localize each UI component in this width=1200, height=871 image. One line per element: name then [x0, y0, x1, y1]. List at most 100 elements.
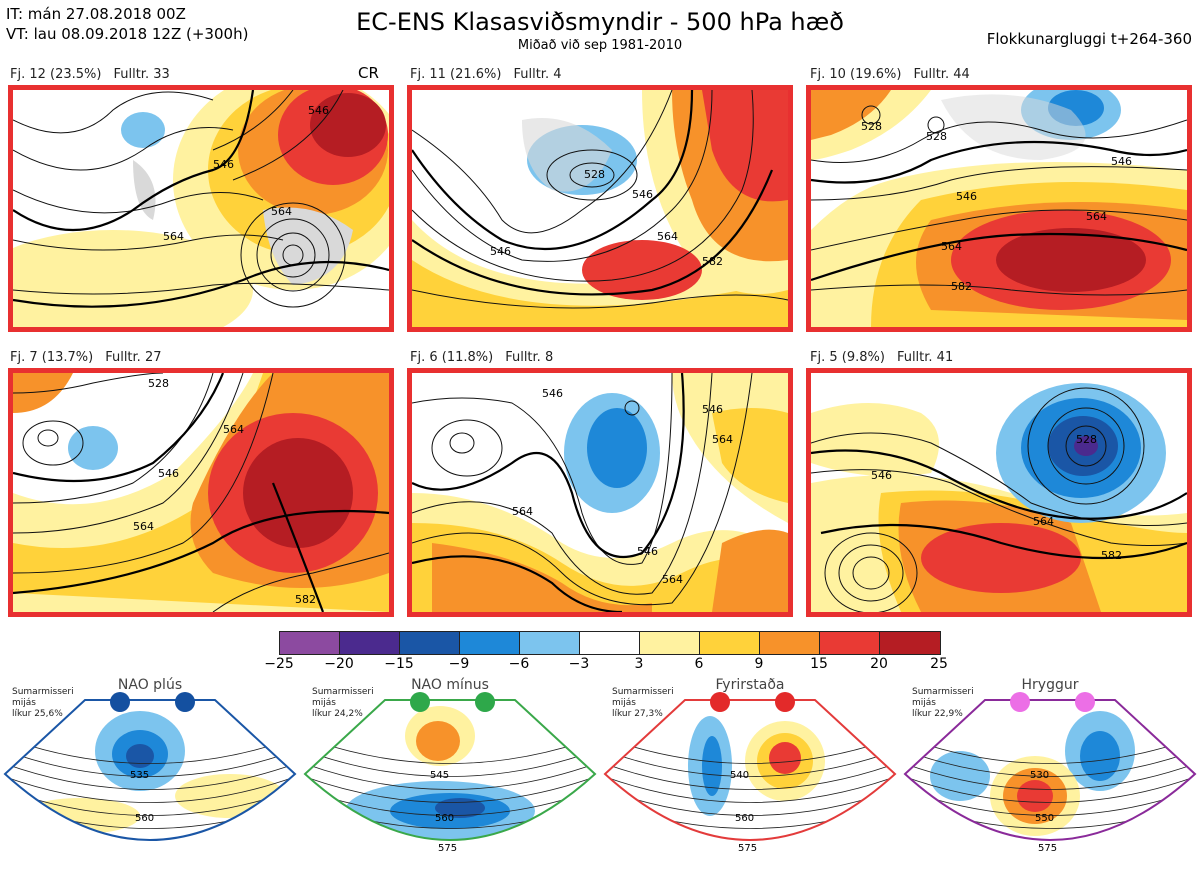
anomaly-map: 546 564 564 546: [13, 90, 389, 327]
regime-note: Sumarmisseri mijás líkur 22,9%: [912, 687, 974, 720]
contour-label: 546: [213, 158, 234, 171]
contour-label: 546: [158, 467, 179, 480]
regime-dot-icon: [475, 692, 495, 712]
page-title: EC-ENS Klasasviðsmyndir - 500 hPa hæð: [356, 8, 844, 36]
height-contour: [605, 774, 895, 803]
contour-label: 582: [1101, 549, 1122, 562]
colorbar-swatch: [760, 632, 820, 654]
contour-label: 564: [941, 240, 962, 253]
anomaly-map: 528 546 564 564 582: [13, 373, 389, 612]
cluster-label: Fj. 10 (19.6%): [810, 67, 902, 82]
height-contour: [5, 761, 295, 790]
colorbar-tick-label: 9: [754, 656, 764, 672]
anomaly-blob: [1017, 780, 1053, 812]
contour-label: 582: [951, 280, 972, 293]
regime-note-line: Sumarmisseri: [12, 687, 74, 697]
regime-dot-icon: [1010, 692, 1030, 712]
contour-label: 528: [584, 168, 605, 181]
contour-label: 564: [662, 573, 683, 586]
contour-label: 528: [1076, 433, 1097, 446]
regime-title: Fyrirstaða: [715, 677, 785, 693]
colorbar-tick-label: −15: [384, 656, 414, 672]
regime-contour-label: 545: [430, 770, 449, 781]
anomaly-map: 546 546 564 546 564 564: [412, 373, 788, 612]
regime-title: NAO mínus: [411, 677, 489, 693]
anomaly-blob: [769, 742, 801, 774]
representative-label: Fulltr. 44: [913, 67, 970, 82]
contour-label: 546: [956, 190, 977, 203]
colorbar-tick-label: −3: [568, 656, 590, 672]
cluster-label: Fj. 12 (23.5%): [10, 67, 102, 82]
contour-label: 564: [657, 230, 678, 243]
regime-contour-label: 560: [735, 813, 754, 824]
anomaly-map: 528 546 564 582: [811, 373, 1187, 612]
height-contour: [905, 735, 1195, 764]
regime-note-line: líkur 27,3%: [612, 709, 663, 719]
height-contour: [305, 774, 595, 803]
regime-note-line: líkur 25,6%: [12, 709, 63, 719]
cluster-map-5: 546 546 564 546 564 564: [407, 368, 793, 617]
classification-window: Flokkunargluggi t+264-360: [986, 30, 1192, 48]
colorbar-tick-label: 3: [634, 656, 644, 672]
colorbar-swatch: [280, 632, 340, 654]
regime-map: 530 550 575: [903, 699, 1197, 854]
contour-label: 546: [308, 104, 329, 117]
regime-title: Hryggur: [1021, 677, 1079, 693]
height-contour: [905, 761, 1195, 790]
contour-label: 546: [1111, 155, 1132, 168]
regime-note: Sumarmisseri mijás líkur 25,6%: [12, 687, 74, 720]
contour-label: 582: [295, 593, 316, 606]
regime-note-line: Sumarmisseri: [612, 687, 674, 697]
colorbar-swatch: [460, 632, 520, 654]
colorbar-swatch: [820, 632, 880, 654]
colorbar-tick-label: 15: [810, 656, 828, 672]
contour-label: 564: [512, 505, 533, 518]
regime-note: Sumarmisseri mijás líkur 24,2%: [312, 687, 374, 720]
colorbar-tick-label: −6: [508, 656, 530, 672]
valid-time: VT: lau 08.09.2018 12Z (+300h): [6, 25, 249, 43]
height-contour: [5, 774, 295, 803]
height-contour: [5, 839, 295, 840]
anomaly-blob: [1080, 731, 1120, 781]
contour-label: 546: [490, 245, 511, 258]
regime-contour-label: 560: [435, 813, 454, 824]
height-contour: [605, 761, 895, 790]
colorbar-tick-label: −20: [324, 656, 354, 672]
regime-contour-label: 530: [1030, 770, 1049, 781]
representative-label: Fulltr. 4: [513, 67, 562, 82]
anomaly-map: 528 528 546 564 582 546 564: [811, 90, 1187, 327]
anomaly-blob: [126, 744, 154, 768]
regime-contour-label: 575: [738, 843, 757, 854]
cluster-map-2: 528 546 564 582 546: [407, 85, 793, 332]
representative-label: Fulltr. 33: [113, 67, 170, 82]
height-contour: [305, 735, 595, 764]
colorbar-swatch: [580, 632, 640, 654]
contour-label: 582: [702, 255, 723, 268]
regime-outline: [903, 699, 1197, 841]
regime-note-line: Sumarmisseri: [912, 687, 974, 697]
regime-contour-label: 560: [135, 813, 154, 824]
colorbar-tick-label: −9: [448, 656, 470, 672]
contour-label: 546: [637, 545, 658, 558]
regime-note-line: Sumarmisseri: [312, 687, 374, 697]
colorbar-swatch: [340, 632, 400, 654]
regime-note-line: líkur 22,9%: [912, 709, 963, 719]
colorbar: [279, 631, 941, 655]
regime-contour-label: 575: [438, 843, 457, 854]
panel-label-4: Fj. 7 (13.7%) Fulltr. 27: [10, 350, 162, 365]
anomaly-blob: [20, 798, 140, 834]
representative-label: Fulltr. 8: [505, 350, 554, 365]
height-contour: [905, 774, 1195, 803]
contour-label: 564: [712, 433, 733, 446]
contour-label: 528: [926, 130, 947, 143]
regime-note-line: mijás: [612, 698, 636, 708]
regime-note-line: mijás: [312, 698, 336, 708]
colorbar-tick-label: 25: [930, 656, 948, 672]
cluster-map-4: 528 546 564 564 582: [8, 368, 394, 617]
regime-dot-icon: [1075, 692, 1095, 712]
colorbar-tick-label: 20: [870, 656, 888, 672]
contour-label: 546: [632, 188, 653, 201]
cluster-label: Fj. 6 (11.8%): [410, 350, 494, 365]
panel-label-1: Fj. 12 (23.5%) Fulltr. 33: [10, 67, 170, 82]
regime-outline: [3, 699, 297, 841]
